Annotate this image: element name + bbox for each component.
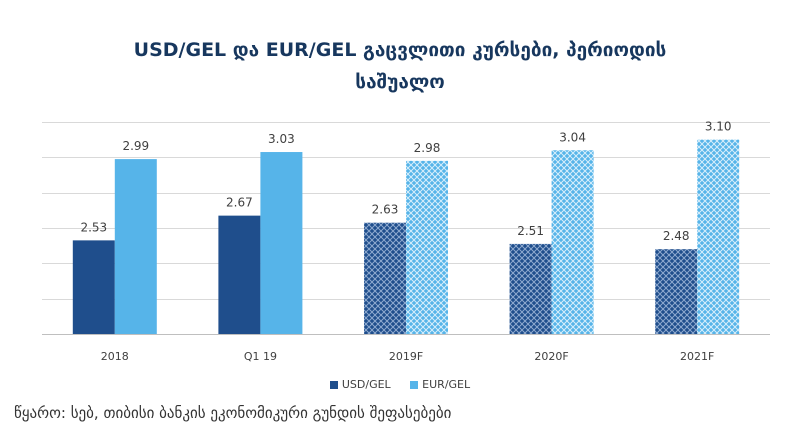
x-tick-label: 2018 — [101, 350, 129, 363]
data-label-eur-4: 3.10 — [705, 120, 732, 134]
bar-eur-3 — [551, 150, 594, 334]
x-tick-label: 2019F — [389, 350, 423, 363]
bar-eur-4 — [697, 139, 740, 334]
chart-title: USD/GEL და EUR/GEL გაცვლითი კურსები, პერ… — [0, 34, 800, 98]
data-label-usd-1: 2.67 — [226, 196, 253, 210]
data-label-eur-3: 3.04 — [559, 130, 586, 144]
x-tick-label: Q1 19 — [244, 350, 277, 363]
x-tick-label: 2020F — [534, 350, 568, 363]
bar-usd-2 — [364, 222, 406, 334]
bar-eur-2 — [406, 160, 448, 334]
legend-swatch-eur — [410, 381, 419, 389]
source-note: წყარო: სებ, თიბისი ბანკის ეკონომიკური გუ… — [14, 404, 452, 422]
legend-item-usd: USD/GEL — [329, 378, 391, 391]
legend-label-eur: EUR/GEL — [422, 378, 471, 391]
bar-usd-4 — [655, 249, 698, 334]
legend-label-usd: USD/GEL — [341, 378, 391, 391]
data-label-usd-2: 2.63 — [372, 203, 399, 217]
bar-usd-0 — [72, 240, 115, 334]
chart-title-line-2: საშუალო — [355, 71, 445, 93]
legend-swatch-usd — [329, 381, 338, 389]
legend-item-eur: EUR/GEL — [410, 378, 470, 391]
bar-eur-1 — [260, 152, 303, 334]
bar-usd-3 — [509, 243, 552, 334]
legend: USD/GEL EUR/GEL — [0, 378, 800, 391]
x-tick-label: 2021F — [680, 350, 714, 363]
chart-title-line-1: USD/GEL და EUR/GEL გაცვლითი კურსები, პერ… — [133, 39, 667, 61]
bar-usd-1 — [218, 215, 261, 334]
data-label-usd-0: 2.53 — [80, 220, 107, 234]
data-label-eur-0: 2.99 — [122, 139, 149, 153]
bar-eur-0 — [114, 159, 157, 334]
data-label-eur-1: 3.03 — [268, 132, 295, 146]
data-label-usd-3: 2.51 — [517, 224, 544, 238]
data-label-eur-2: 2.98 — [414, 141, 441, 155]
data-label-usd-4: 2.48 — [663, 229, 690, 243]
